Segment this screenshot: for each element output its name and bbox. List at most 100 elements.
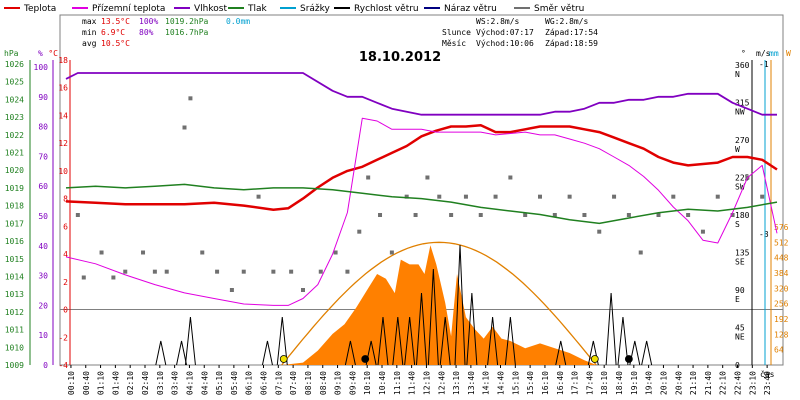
celsius-tick-label: 2 bbox=[63, 278, 68, 287]
pressure-tick-label: 1015 bbox=[5, 255, 24, 264]
ms-axis-label: m/s bbox=[756, 49, 771, 58]
x-tick-label: 17:10 bbox=[571, 371, 580, 395]
wind-direction-point bbox=[700, 229, 705, 234]
x-tick-label: 12:10 bbox=[422, 371, 431, 395]
solar-theoretical-curve bbox=[281, 241, 597, 366]
wind-direction-point bbox=[582, 213, 587, 217]
celsius-tick-label: 16 bbox=[58, 84, 68, 93]
celsius-tick-label: -4 bbox=[58, 361, 68, 370]
wind-speed-spike bbox=[605, 292, 617, 366]
wind-direction-point bbox=[345, 269, 350, 274]
wind-direction-point bbox=[389, 250, 394, 255]
wind-direction-point bbox=[612, 194, 617, 199]
x-tick-label: 07:40 bbox=[289, 371, 298, 395]
wind-direction-point bbox=[478, 213, 483, 217]
celsius-tick-label: 14 bbox=[58, 111, 68, 120]
wind-speed-spike bbox=[184, 316, 196, 366]
x-tick-label: 13:40 bbox=[467, 371, 476, 395]
celsius-tick-label: 8 bbox=[63, 195, 68, 204]
legend-label: Teplota bbox=[23, 4, 56, 14]
pressure-tick-label: 1014 bbox=[5, 272, 24, 281]
wind-speed-spike bbox=[466, 292, 478, 366]
wind-speed-text: WS:2.8m/s bbox=[476, 17, 520, 26]
wind-direction-point bbox=[271, 269, 276, 274]
wind-speed-spike bbox=[276, 316, 288, 366]
pressure-axis-label: hPa bbox=[4, 49, 19, 58]
wind-direction-point bbox=[760, 194, 765, 199]
x-tick-label: 16:10 bbox=[541, 371, 550, 395]
direction-letter: E bbox=[735, 295, 740, 304]
moon-label: Měsíc bbox=[442, 39, 466, 48]
pressure-tick-label: 1013 bbox=[5, 290, 24, 299]
x-tick-label: 16:40 bbox=[556, 371, 565, 395]
mm-axis-label: mm bbox=[769, 49, 779, 58]
x-tick-label: 11:40 bbox=[408, 371, 417, 395]
sun-label: Slunce bbox=[442, 28, 471, 37]
celsius-tick-label: 6 bbox=[63, 222, 68, 231]
pressure-tick-label: 1012 bbox=[5, 308, 24, 317]
x-tick-label: 17:40 bbox=[585, 371, 594, 395]
legend-label: Přízemní teplota bbox=[92, 4, 165, 14]
wind-speed-spike bbox=[377, 316, 389, 366]
stat-humidity: 100% bbox=[139, 17, 158, 26]
series-line bbox=[65, 123, 778, 211]
direction-tick-label: 315 bbox=[735, 99, 750, 108]
x-tick-label: 09:10 bbox=[334, 371, 343, 395]
x-tick-label: 14:40 bbox=[497, 371, 506, 395]
w-tick-label: 320 bbox=[774, 284, 789, 293]
wind-direction-point bbox=[626, 213, 631, 217]
legend-label: Srážky bbox=[300, 4, 331, 14]
wind-speed-spike bbox=[155, 340, 167, 366]
stat-rain: 0.0mm bbox=[226, 17, 250, 26]
pressure-tick-label: 1020 bbox=[5, 166, 24, 175]
celsius-tick-label: 4 bbox=[63, 250, 68, 259]
x-tick-label: 11:10 bbox=[393, 371, 402, 395]
solar-measured-area bbox=[282, 245, 597, 365]
humidity-tick-label: 50 bbox=[38, 212, 48, 221]
x-tick-label: 00:10 bbox=[67, 371, 76, 395]
legend-label: Tlak bbox=[247, 4, 268, 14]
x-tick-label: 04:40 bbox=[200, 371, 209, 395]
wind-gust-text: WG:2.8m/s bbox=[545, 17, 589, 26]
wind-direction-point bbox=[357, 229, 362, 234]
moon-set: Západ:18:59 bbox=[545, 39, 598, 48]
humidity-tick-label: 30 bbox=[38, 272, 48, 281]
ms-tick-label: -1 bbox=[759, 60, 769, 69]
direction-letter: S bbox=[735, 220, 740, 229]
x-tick-label: 23:40 bbox=[763, 371, 772, 395]
wind-direction-point bbox=[463, 194, 468, 199]
x-tick-label: 09:40 bbox=[348, 371, 357, 395]
wind-direction-point bbox=[686, 213, 691, 217]
celsius-tick-label: -2 bbox=[58, 333, 68, 342]
wind-direction-point bbox=[730, 213, 735, 217]
stat-pressure: 1019.2hPa bbox=[165, 17, 209, 26]
direction-letter: W bbox=[735, 145, 740, 154]
wind-speed-spike bbox=[427, 268, 439, 366]
wind-direction-point bbox=[99, 250, 104, 255]
wind-direction-point bbox=[229, 288, 234, 292]
wind-direction-point bbox=[289, 269, 294, 274]
direction-tick-label: 225 bbox=[735, 174, 750, 183]
x-tick-label: 06:40 bbox=[260, 371, 269, 395]
x-tick-label: 13:10 bbox=[452, 371, 461, 395]
w-tick-label: 384 bbox=[774, 269, 789, 278]
wind-speed-spike bbox=[439, 316, 451, 366]
wind-direction-point bbox=[256, 194, 261, 199]
x-tick-label: 02:10 bbox=[126, 371, 135, 395]
x-tick-label: 20:40 bbox=[674, 371, 683, 395]
legend-label: Náraz větru bbox=[444, 4, 497, 14]
direction-letter: SE bbox=[735, 258, 745, 267]
pressure-tick-label: 1018 bbox=[5, 202, 24, 211]
wind-direction-point bbox=[671, 194, 676, 199]
wind-speed-spike bbox=[487, 316, 499, 366]
legend-label: Rychlost větru bbox=[354, 4, 419, 14]
stat-pressure: 1016.7hPa bbox=[165, 28, 209, 37]
x-tick-label: 19:40 bbox=[645, 371, 654, 395]
plot-area bbox=[65, 72, 778, 366]
pressure-tick-label: 1017 bbox=[5, 219, 24, 228]
x-tick-label: 20:10 bbox=[659, 371, 668, 395]
x-tick-label: 08:10 bbox=[304, 371, 313, 395]
direction-tick-label: 45 bbox=[735, 324, 745, 333]
